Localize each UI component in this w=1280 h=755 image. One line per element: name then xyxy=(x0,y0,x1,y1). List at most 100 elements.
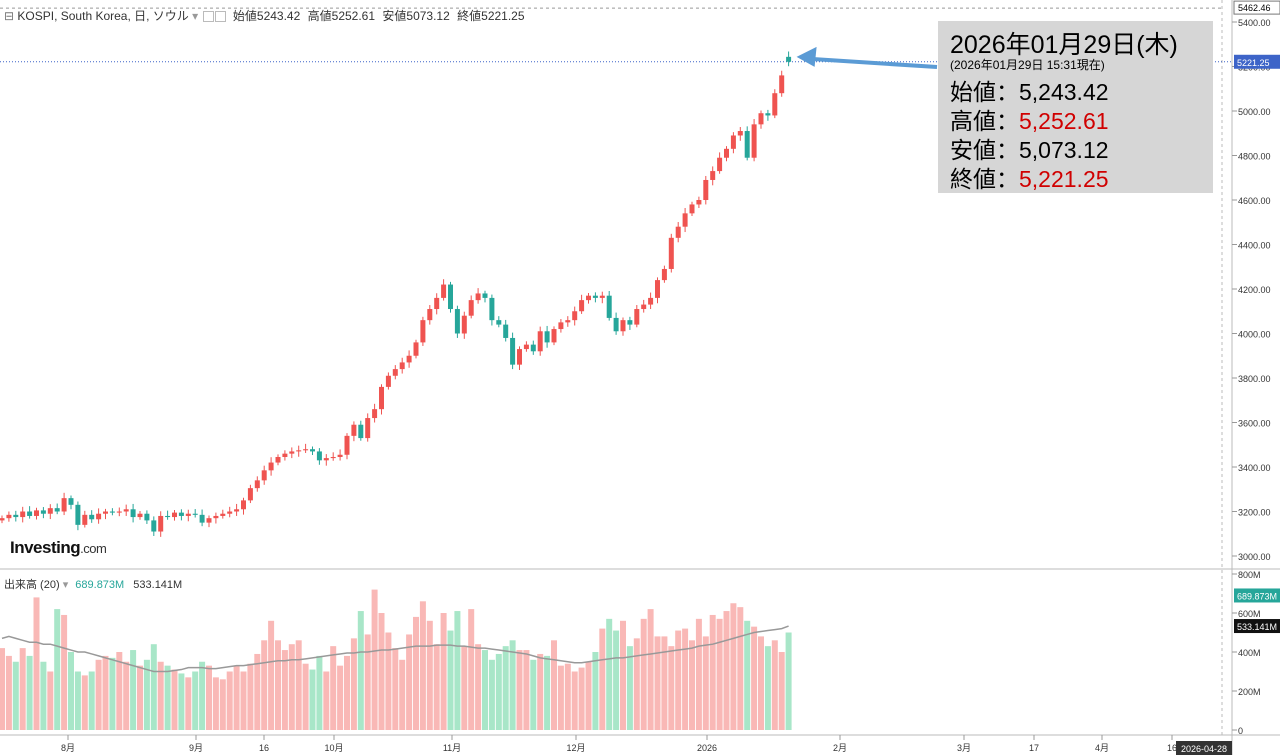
x-last-label: 2026-04-28 xyxy=(1181,744,1227,754)
volume-bar xyxy=(281,650,288,730)
dropdown-icon[interactable]: ▾ xyxy=(192,9,199,23)
info-close-label: 終値： xyxy=(950,166,1019,192)
dropdown-icon[interactable]: ▾ xyxy=(62,579,69,591)
volume-bar xyxy=(647,609,654,730)
candle-body xyxy=(448,284,453,310)
candle-body xyxy=(96,513,102,520)
candle-body xyxy=(468,300,474,316)
candle-body xyxy=(20,511,26,518)
candle-body xyxy=(130,509,136,518)
volume-bar xyxy=(26,655,33,730)
volume-bar xyxy=(537,653,544,730)
last-price-label: 5221.25 xyxy=(1237,58,1270,68)
candle-body xyxy=(703,179,709,200)
volume-label: 出来高 (20) xyxy=(4,579,60,591)
candle-body xyxy=(213,515,219,519)
close-label: 終値 xyxy=(457,9,482,23)
x-tick-label: 11月 xyxy=(443,743,461,753)
volume-bar xyxy=(178,673,185,730)
candle-body xyxy=(296,450,302,452)
candle-body xyxy=(441,284,447,298)
close-value: 5221.25 xyxy=(481,9,525,23)
volume-bar xyxy=(440,613,447,730)
candle-body xyxy=(413,342,419,356)
volume-bar xyxy=(137,665,143,730)
symbol-name: KOSPI, South Korea, 日, ソウル xyxy=(17,9,189,23)
candle-body xyxy=(599,295,605,298)
candle-body xyxy=(717,157,723,172)
volume-bar xyxy=(233,665,240,730)
volume-bar xyxy=(530,659,537,730)
candle-body xyxy=(772,93,778,116)
settings-icon[interactable] xyxy=(214,11,226,23)
info-high-value: 5,252.61 xyxy=(1019,108,1109,134)
last-price-box xyxy=(1234,54,1280,69)
candle-body xyxy=(144,513,150,521)
volume-bar xyxy=(288,644,295,730)
candle-body xyxy=(648,297,654,305)
volume-bar xyxy=(744,620,751,730)
price-tick-label: 3000.00 xyxy=(1238,552,1271,562)
x-tick-label: 8月 xyxy=(61,743,75,753)
volume-bar xyxy=(385,632,392,730)
visibility-icon[interactable] xyxy=(202,11,214,23)
volume-bar xyxy=(206,665,212,730)
volume-ma-value: 533.141M xyxy=(133,579,183,591)
candle-body xyxy=(572,311,578,321)
volume-bar xyxy=(785,632,792,730)
volume-bar xyxy=(613,630,620,730)
info-timestamp: (2026年01月29日 15:31現在) xyxy=(950,58,1105,72)
candle-body xyxy=(227,511,233,514)
volume-bar xyxy=(778,652,785,730)
candle-body xyxy=(517,349,522,365)
candle-body xyxy=(737,131,743,136)
volume-bar xyxy=(247,663,254,730)
candle-body xyxy=(475,293,481,301)
volume-bar xyxy=(488,659,495,730)
candle-body xyxy=(482,293,488,298)
investing-logo: Investing.com xyxy=(10,538,107,558)
x-tick-label: 17 xyxy=(1029,743,1039,753)
candle-body xyxy=(241,500,246,510)
candle-body xyxy=(696,200,702,205)
volume-tick-label: 0 xyxy=(1238,726,1243,736)
candle-body xyxy=(620,320,626,332)
volume-legend: 出来高 (20) ▾ 689.873M 533.141M xyxy=(4,576,182,592)
volume-tick-label: 600M xyxy=(1238,609,1261,619)
candle-body xyxy=(13,514,19,518)
candle-body xyxy=(344,435,350,455)
volume-bar xyxy=(192,671,199,730)
candle-body xyxy=(530,344,536,352)
candle-body xyxy=(199,514,205,523)
candle-body xyxy=(330,456,336,459)
candle-body xyxy=(178,512,184,516)
volume-bar xyxy=(302,663,309,730)
candle-body xyxy=(40,510,46,514)
collapse-icon[interactable]: ⊟ xyxy=(4,9,15,23)
candle-body xyxy=(137,513,143,518)
volume-bar xyxy=(116,652,123,730)
candle-body xyxy=(27,511,33,516)
volume-bar xyxy=(316,655,323,730)
candle-body xyxy=(523,344,529,350)
candle-body xyxy=(661,268,667,281)
volume-bar xyxy=(88,671,95,730)
volume-bar xyxy=(47,671,54,730)
logo-name: Investing xyxy=(10,538,81,557)
candle-body xyxy=(434,297,440,310)
volume-bar xyxy=(19,648,26,730)
open-label: 始値 xyxy=(232,9,257,23)
volume-bar xyxy=(171,669,178,730)
volume-bar xyxy=(620,620,626,730)
volume-ma-label: 533.141M xyxy=(1237,622,1277,632)
volume-bar xyxy=(578,667,585,730)
candle-body xyxy=(34,510,39,516)
volume-bar xyxy=(344,655,350,730)
price-tick-label: 4400.00 xyxy=(1238,241,1271,251)
volume-bar xyxy=(295,640,302,730)
candle-body xyxy=(586,295,591,301)
info-high-label: 高値： xyxy=(950,108,1019,134)
volume-bar xyxy=(654,636,661,730)
volume-tick-label: 800M xyxy=(1238,570,1261,580)
